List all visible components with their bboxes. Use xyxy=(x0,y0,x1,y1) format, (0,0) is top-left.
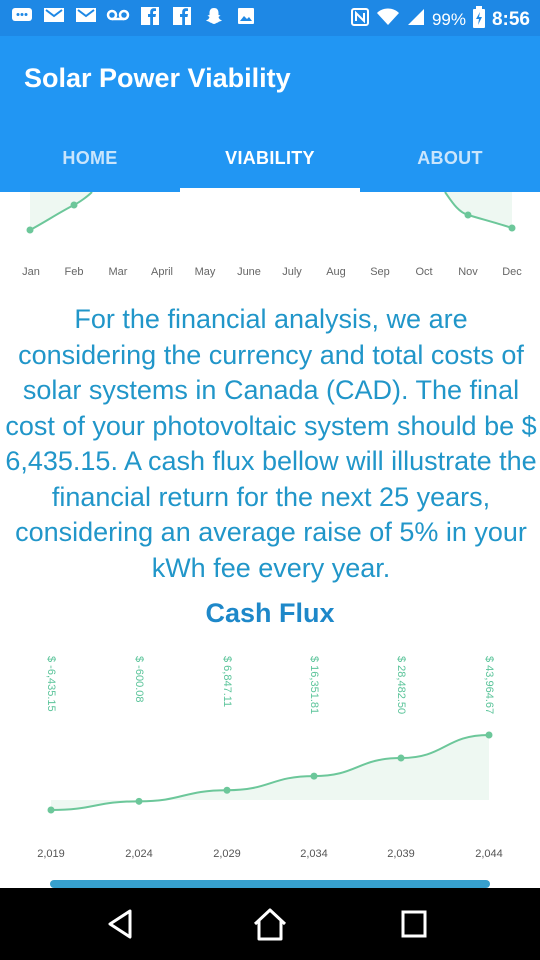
app-bar: Solar Power Viability HOME VIABILITY ABO… xyxy=(0,36,540,192)
monthly-point-dec xyxy=(508,224,516,232)
battery-icon xyxy=(472,6,486,33)
month-label: Mar xyxy=(108,266,128,278)
nfc-icon xyxy=(350,7,370,32)
snapchat-icon xyxy=(202,6,226,28)
tab-home[interactable]: HOME xyxy=(62,148,118,168)
month-label: Aug xyxy=(326,266,346,278)
notification-icons xyxy=(10,6,258,28)
signal-icon xyxy=(406,8,426,31)
month-label: May xyxy=(194,266,216,278)
cash-flux-point xyxy=(47,806,55,814)
cash-flux-x-label: 2,029 xyxy=(213,848,241,860)
cash-flux-point xyxy=(135,797,143,805)
month-axis: Jan Feb Mar April May June July Aug Sep … xyxy=(0,266,540,284)
recents-button[interactable] xyxy=(394,906,434,942)
monthly-point-jan xyxy=(26,226,34,234)
cash-flux-point xyxy=(310,772,318,780)
month-label: July xyxy=(282,266,302,278)
cash-flux-point xyxy=(223,786,231,794)
financial-analysis-text: For the financial analysis, we are consi… xyxy=(5,304,537,583)
month-label: Oct xyxy=(415,266,433,278)
gmail-icon xyxy=(42,6,66,28)
chat-icon xyxy=(10,6,34,28)
cash-flux-line xyxy=(50,734,490,811)
navigation-bar xyxy=(0,888,540,960)
cash-flux-x-label: 2,024 xyxy=(125,848,153,860)
wifi-icon xyxy=(376,8,400,31)
system-status: 99% 8:56 xyxy=(350,6,530,33)
monthly-chart xyxy=(26,192,516,234)
tab-viability[interactable]: VIABILITY xyxy=(180,138,360,192)
battery-level: 99% xyxy=(431,9,466,29)
month-label: June xyxy=(237,266,261,278)
month-label: Sep xyxy=(370,266,390,278)
clock: 8:56 xyxy=(491,8,530,30)
cash-flux-x-label: 2,034 xyxy=(300,848,328,860)
month-label: Nov xyxy=(458,266,478,278)
monthly-area-right xyxy=(445,192,512,228)
status-bar: 99% 8:56 xyxy=(0,0,540,36)
facebook-icon xyxy=(170,6,194,28)
app-title: Solar Power Viability xyxy=(24,63,291,93)
month-label: Dec xyxy=(502,266,522,278)
tab-bar: HOME VIABILITY ABOUT xyxy=(0,138,540,192)
cash-flux-title: Cash Flux xyxy=(205,598,335,628)
cash-flux-point xyxy=(397,754,405,762)
voicemail-icon xyxy=(106,6,130,28)
facebook-icon xyxy=(138,6,162,28)
monthly-point-feb xyxy=(70,201,78,209)
month-label: Feb xyxy=(64,266,84,278)
back-button[interactable] xyxy=(100,906,140,942)
month-label: April xyxy=(150,266,173,278)
cash-flux-chart xyxy=(47,731,493,814)
cash-flux-area xyxy=(51,735,489,810)
gmail-icon xyxy=(74,6,98,28)
cash-flux-point xyxy=(485,731,493,739)
tab-about[interactable]: ABOUT xyxy=(417,148,483,168)
home-button[interactable] xyxy=(250,906,290,942)
next-text-cutoff xyxy=(0,872,540,888)
month-label: Jan xyxy=(22,266,40,278)
image-icon xyxy=(234,6,258,28)
monthly-point-nov xyxy=(464,211,472,219)
cash-flux-x-label: 2,044 xyxy=(475,848,503,860)
cash-flux-x-label: 2,019 xyxy=(37,848,65,860)
cash-flux-x-label: 2,039 xyxy=(387,848,415,860)
